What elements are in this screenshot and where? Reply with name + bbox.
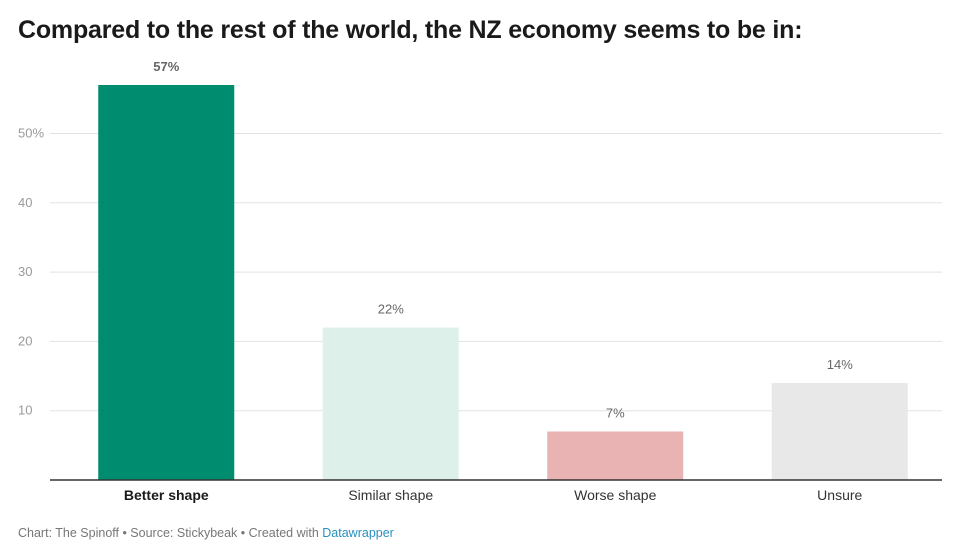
bar	[771, 382, 908, 480]
footer-credit: Chart: The Spinoff • Source: Stickybeak …	[18, 526, 323, 540]
value-label: 22%	[378, 302, 404, 317]
y-tick-label: 10	[18, 403, 32, 418]
y-tick-label: 30	[18, 264, 32, 279]
category-label: Better shape	[124, 487, 209, 503]
bars	[98, 84, 908, 481]
y-tick-label: 40	[18, 195, 32, 210]
datawrapper-link[interactable]: Datawrapper	[322, 526, 394, 540]
value-label: 7%	[606, 405, 625, 420]
category-label: Worse shape	[574, 487, 656, 503]
bar	[547, 431, 684, 480]
category-label: Unsure	[817, 487, 862, 503]
bar	[98, 84, 235, 481]
bar	[322, 327, 459, 480]
category-label: Similar shape	[348, 487, 433, 503]
labels: 10 20 30 40 50% 57% Better shape 22% Similar sha…	[18, 59, 863, 503]
value-label: 14%	[827, 357, 853, 372]
bar-chart: 10 20 30 40 50% 57% Better shape 22% Similar sha…	[18, 59, 942, 503]
chart-title: Compared to the rest of the world, the N…	[18, 16, 803, 44]
value-label: 57%	[153, 59, 179, 74]
chart-footer: Chart: The Spinoff • Source: Stickybeak …	[18, 526, 394, 540]
y-tick-label: 50%	[18, 126, 44, 141]
y-tick-label: 20	[18, 333, 32, 348]
